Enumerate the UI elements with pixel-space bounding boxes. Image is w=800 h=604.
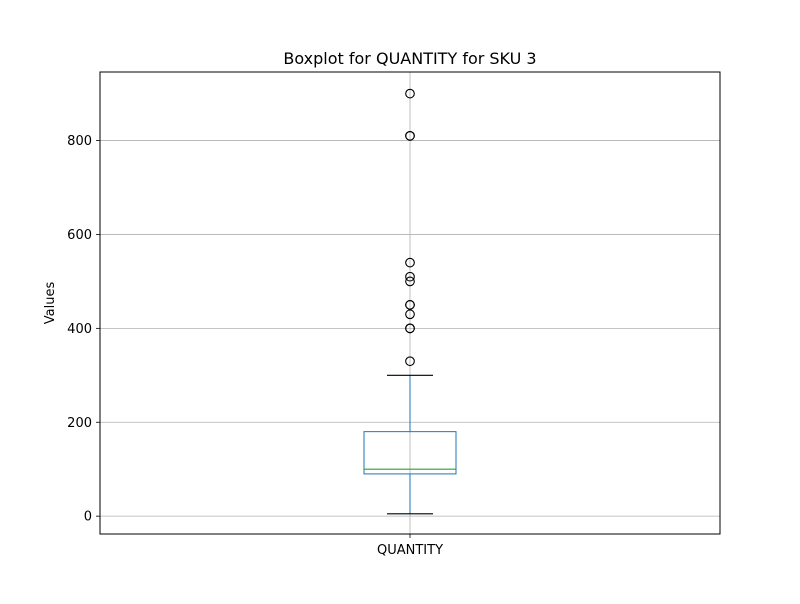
outlier-point bbox=[405, 309, 415, 320]
outlier-point bbox=[405, 356, 415, 367]
outlier-point bbox=[405, 271, 415, 282]
y-tick-label: 400 bbox=[67, 322, 92, 337]
chart-title: Boxplot for QUANTITY for SKU 3 bbox=[283, 49, 536, 68]
y-tick-label: 800 bbox=[67, 134, 92, 149]
y-axis-label: Values bbox=[43, 282, 58, 325]
plot-layer bbox=[363, 88, 457, 515]
outlier-point bbox=[405, 276, 415, 287]
x-tick-label: QUANTITY bbox=[377, 543, 443, 558]
y-tick-label: 200 bbox=[67, 416, 92, 431]
outlier-point bbox=[405, 131, 415, 141]
grid-layer bbox=[100, 72, 720, 534]
outlier-point bbox=[405, 88, 415, 99]
y-tick-label: 0 bbox=[84, 510, 92, 525]
axes-layer: 0 200 400 600 800 QUANTITY bbox=[67, 71, 721, 558]
outlier-point bbox=[405, 257, 415, 268]
iqr-box bbox=[363, 431, 457, 475]
outlier-point bbox=[405, 323, 415, 334]
outlier-point bbox=[405, 300, 415, 310]
y-tick-label: 600 bbox=[67, 228, 92, 243]
